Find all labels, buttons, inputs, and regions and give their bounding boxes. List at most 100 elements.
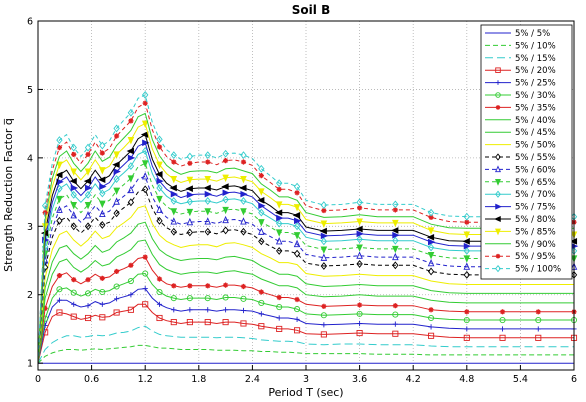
data-point [114, 268, 120, 275]
series-line [37, 112, 574, 364]
data-point [294, 296, 300, 303]
legend-item: 5% / 65% [485, 178, 556, 188]
x-tick-label: 3 [303, 374, 309, 385]
data-point [222, 226, 229, 235]
legend-item: 5% / 55% [485, 153, 556, 163]
data-point [275, 201, 283, 209]
data-point [463, 212, 470, 221]
data-point [276, 303, 283, 311]
data-point [170, 208, 178, 216]
data-point [186, 208, 194, 217]
data-point [428, 214, 434, 220]
legend-label: 5% / 10% [515, 41, 556, 51]
data-point [428, 332, 435, 339]
legend-label: 5% / 55% [515, 153, 556, 163]
data-point [427, 267, 435, 276]
data-point [156, 301, 163, 307]
series-line [37, 188, 574, 364]
y-axis-label: Strength Reduction Factor q̅ [2, 118, 15, 272]
data-point [142, 270, 149, 277]
data-point [84, 314, 92, 322]
data-point [84, 184, 93, 192]
x-tick-label: 4.2 [406, 374, 421, 385]
x-tick-label: 1.2 [138, 374, 153, 385]
legend-item: 5% / 5% [485, 29, 550, 39]
data-point [258, 188, 265, 196]
data-point [156, 195, 163, 204]
data-point [142, 301, 149, 308]
data-point [428, 307, 434, 313]
data-point [56, 144, 63, 151]
data-point [294, 327, 301, 334]
data-point [495, 92, 501, 98]
data-point [276, 219, 283, 228]
data-point [205, 159, 211, 165]
x-tick-label: 2.4 [245, 374, 260, 385]
data-point [128, 118, 134, 124]
data-point [356, 198, 363, 207]
x-tick-label: 0 [35, 374, 41, 385]
data-point [240, 227, 247, 236]
data-point [127, 108, 135, 117]
data-point [276, 247, 283, 255]
data-point [275, 237, 283, 245]
data-point [85, 151, 91, 158]
legend-item: 5% / 95% [485, 252, 556, 262]
data-point [186, 191, 195, 199]
legend-label: 5% / 35% [515, 103, 556, 113]
data-point [56, 272, 63, 279]
data-point [205, 307, 211, 313]
data-point [70, 289, 77, 296]
data-point [240, 295, 247, 302]
data-point [293, 222, 301, 231]
data-point [276, 214, 284, 222]
data-point [293, 232, 301, 240]
data-point [156, 135, 163, 144]
data-point [320, 312, 327, 319]
data-point [42, 322, 48, 329]
data-point [463, 242, 472, 250]
data-point [56, 195, 63, 204]
ticks: 1 2 3 4 5 6 0 0.6 1.2 1.8 2.4 3 3.6 4.2 4.8 5.4 6 [27, 17, 577, 386]
data-point [156, 276, 163, 282]
data-point [495, 264, 501, 273]
data-point [428, 324, 434, 330]
data-point [495, 179, 501, 186]
data-point [499, 309, 506, 315]
data-point [535, 316, 542, 324]
data-point [294, 190, 300, 196]
data-point [275, 229, 283, 237]
y-tick-label: 3 [27, 222, 33, 233]
data-point [240, 307, 247, 314]
data-point [495, 105, 501, 110]
data-point [204, 227, 211, 236]
data-point [392, 303, 398, 309]
legend-label: 5% / 95% [515, 252, 556, 262]
legend-label: 5% / 90% [515, 240, 556, 250]
data-point [204, 151, 211, 160]
x-tick-label: 1.8 [191, 374, 206, 385]
data-point [141, 120, 149, 128]
data-point [204, 176, 212, 184]
data-point [187, 307, 193, 313]
data-point [294, 217, 302, 225]
data-point [114, 296, 120, 302]
legend: 5% / 5% 5% / 10% 5% / 15% 5% / 20% 5% / 25% 5… [480, 24, 573, 280]
series-2 [37, 344, 574, 364]
data-point [41, 201, 49, 210]
data-point [276, 179, 283, 188]
data-point [156, 184, 163, 192]
data-point [222, 149, 229, 158]
data-point [70, 143, 77, 152]
data-point [258, 202, 266, 210]
data-point [462, 238, 470, 245]
data-point [142, 185, 149, 194]
legend-item: 5% / 10% [485, 41, 556, 51]
series-15 [37, 139, 579, 364]
data-point [392, 236, 399, 245]
series-line [37, 94, 574, 364]
data-point [70, 211, 78, 219]
data-point [320, 201, 328, 209]
data-point [169, 184, 177, 192]
